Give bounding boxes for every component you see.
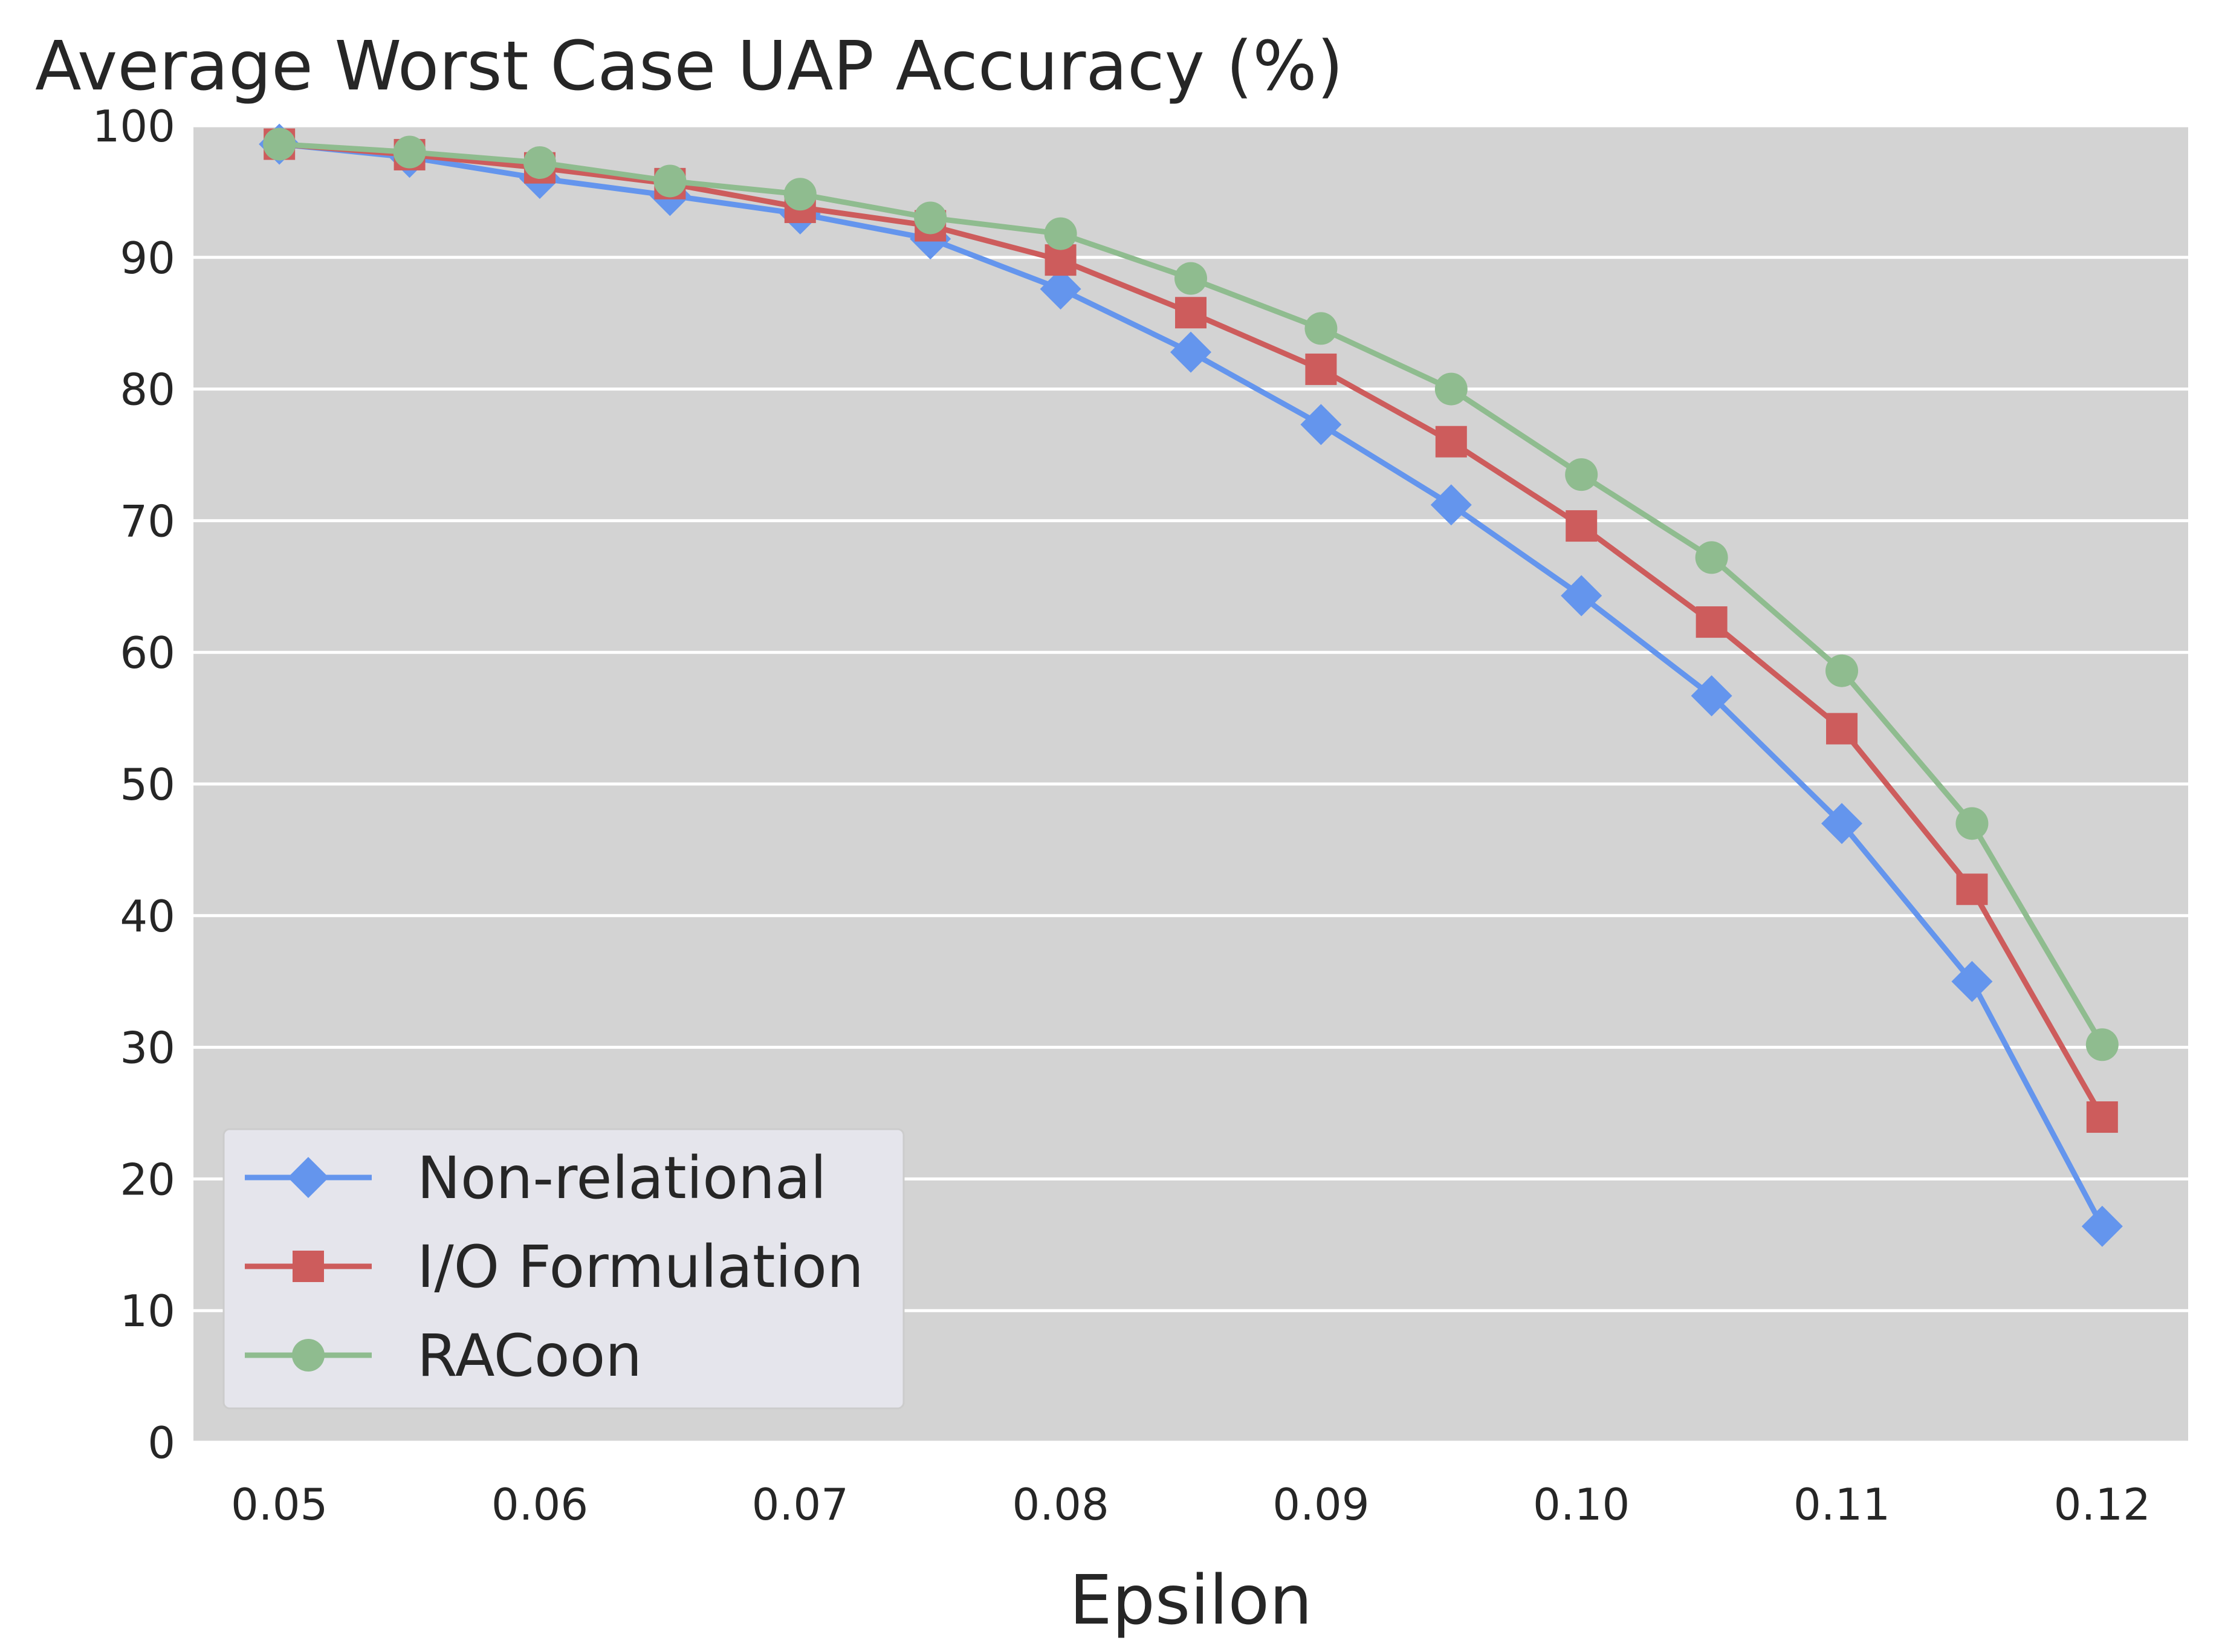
y-tick-label: 20: [120, 1154, 175, 1205]
data-point: [1305, 353, 1337, 385]
data-point: [1826, 713, 1858, 745]
y-tick-label: 60: [120, 627, 175, 678]
data-point: [1435, 426, 1467, 458]
data-point: [1044, 217, 1077, 250]
data-point: [1430, 484, 1472, 526]
x-tick-label: 0.06: [491, 1479, 588, 1530]
legend-label: I/O Formulation: [417, 1233, 864, 1301]
legend-item: Non-relational: [245, 1144, 826, 1212]
data-point: [1040, 268, 1081, 310]
x-axis-label: Epsilon: [1069, 1561, 1312, 1640]
y-tick-label: 50: [120, 759, 175, 810]
y-axis: 0 10 20 30 40 50 60 70 80 90 100: [92, 101, 175, 1468]
data-point: [1825, 654, 1859, 687]
x-tick-label: 0.12: [2054, 1479, 2151, 1530]
x-tick-label: 0.07: [752, 1479, 849, 1530]
x-tick-label: 0.11: [1793, 1479, 1890, 1530]
data-point: [2081, 1205, 2123, 1247]
x-tick-label: 0.09: [1272, 1479, 1369, 1530]
data-point: [1566, 510, 1598, 542]
series-group: [259, 123, 2123, 1247]
data-point: [1174, 262, 1207, 295]
data-point: [393, 135, 426, 169]
data-point: [2086, 1101, 2118, 1133]
data-point: [653, 164, 687, 198]
y-tick-label: 30: [120, 1023, 175, 1074]
y-tick-label: 10: [120, 1286, 175, 1336]
x-tick-label: 0.10: [1533, 1479, 1630, 1530]
y-tick-label: 0: [147, 1417, 175, 1468]
data-point: [1951, 960, 1993, 1002]
legend-marker: [292, 1339, 325, 1372]
chart-title: Average Worst Case UAP Accuracy (%): [35, 27, 1343, 106]
x-tick-label: 0.05: [231, 1479, 328, 1530]
y-tick-label: 70: [120, 496, 175, 546]
y-tick-label: 100: [92, 101, 175, 152]
data-point: [914, 201, 947, 235]
y-tick-label: 80: [120, 364, 175, 415]
data-point: [1955, 807, 1989, 840]
data-point: [1561, 575, 1602, 617]
legend-marker: [288, 1157, 329, 1198]
data-point: [1434, 372, 1468, 406]
data-point: [1691, 675, 1732, 717]
legend-item: RACoon: [245, 1322, 642, 1390]
legend: Non-relational I/O Formulation RACoon: [222, 1128, 905, 1410]
series-racoon: [263, 128, 2119, 1061]
data-point: [523, 146, 556, 179]
data-point: [1696, 606, 1728, 638]
x-axis: 0.05 0.06 0.07 0.08 0.09 0.10 0.11 0.12: [231, 1479, 2151, 1530]
legend-marker: [293, 1251, 324, 1282]
y-tick-label: 90: [120, 233, 175, 283]
legend-item: I/O Formulation: [245, 1233, 864, 1301]
data-point: [1821, 803, 1863, 844]
data-point: [1175, 297, 1207, 329]
data-point: [783, 178, 817, 211]
data-point: [1300, 404, 1342, 445]
data-point: [2085, 1028, 2119, 1061]
data-point: [1956, 873, 1988, 905]
data-point: [263, 128, 296, 161]
legend-label: Non-relational: [417, 1144, 826, 1212]
data-point: [1170, 331, 1211, 373]
x-tick-label: 0.08: [1012, 1479, 1109, 1530]
y-tick-label: 40: [120, 891, 175, 942]
data-point: [1565, 458, 1598, 491]
data-point: [1304, 312, 1338, 345]
legend-label: RACoon: [417, 1322, 642, 1390]
data-point: [1695, 541, 1728, 574]
legend-box: [222, 1128, 905, 1410]
